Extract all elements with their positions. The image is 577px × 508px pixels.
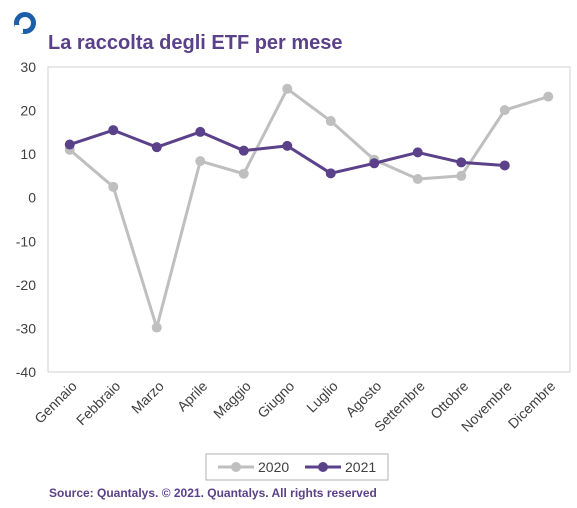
quantalys-logo-icon — [14, 12, 36, 34]
x-tick-label: Gennaio — [31, 378, 80, 427]
x-tick-label: Agosto — [342, 378, 384, 420]
y-tick-label: -40 — [16, 364, 36, 380]
series-line-2020 — [68, 87, 549, 330]
chart-title: La raccolta degli ETF per mese — [48, 32, 343, 54]
legend-marker-2021 — [318, 462, 328, 472]
data-point-2021 — [108, 125, 119, 136]
x-tick-label: Maggio — [210, 378, 254, 422]
x-tick-label: Luglio — [303, 378, 341, 416]
data-point-2021 — [195, 126, 206, 137]
data-point-2021 — [499, 160, 510, 171]
data-point-2021 — [325, 168, 336, 179]
data-point-2020 — [456, 170, 467, 181]
data-point-2020 — [499, 105, 510, 116]
legend-label-2021: 2021 — [345, 459, 376, 475]
data-point-2021 — [238, 145, 249, 156]
legend-marker-2020 — [231, 462, 241, 472]
y-tick-label: -20 — [16, 277, 36, 293]
legend-label-2020: 2020 — [258, 459, 289, 475]
x-tick-label: Giugno — [254, 378, 297, 421]
y-tick-label: 20 — [20, 103, 36, 119]
x-tick-label: Aprile — [174, 378, 211, 415]
data-point-2021 — [456, 157, 467, 168]
data-point-2021 — [369, 158, 380, 169]
data-point-2020 — [195, 156, 206, 167]
data-point-2021 — [412, 147, 423, 158]
y-tick-label: -10 — [16, 233, 36, 249]
data-point-2020 — [325, 116, 336, 127]
x-tick-label: Febbraio — [73, 378, 124, 429]
plot-area-border — [47, 66, 571, 373]
source-note: Source: Quantalys. © 2021. Quantalys. Al… — [49, 486, 377, 500]
data-point-2020 — [412, 173, 423, 184]
y-tick-label: 0 — [28, 190, 36, 206]
data-point-2021 — [282, 140, 293, 151]
data-point-2020 — [282, 83, 293, 94]
data-point-2020 — [238, 168, 249, 179]
data-point-2020 — [151, 322, 162, 333]
data-point-2021 — [151, 142, 162, 153]
y-tick-label: 10 — [20, 146, 36, 162]
x-tick-label: Dicembre — [505, 378, 559, 432]
data-point-2020 — [108, 181, 119, 192]
y-tick-label: -30 — [16, 320, 36, 336]
data-point-2020 — [543, 91, 554, 102]
data-point-2021 — [64, 139, 75, 150]
x-tick-label: Marzo — [128, 378, 167, 417]
y-tick-label: 30 — [20, 59, 36, 75]
series-line-2021 — [69, 128, 505, 175]
